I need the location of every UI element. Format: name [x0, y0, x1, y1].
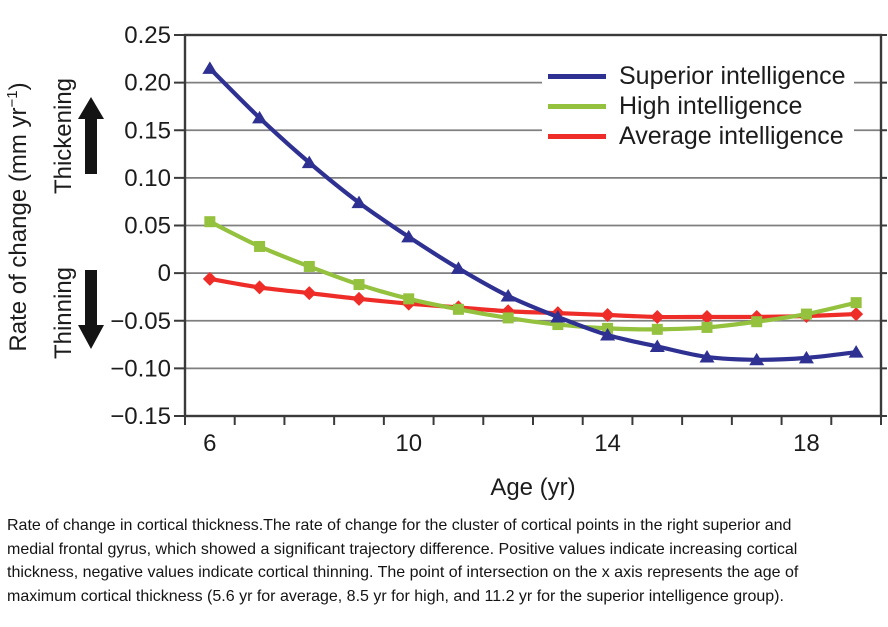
marker-square-high [204, 216, 216, 228]
cortical-thickness-chart: 0.25 0.20 0.15 0.10 0.05 0 −0.05 −0.10 −0.15 6 10 1… [110, 22, 887, 457]
marker-square-high [502, 312, 514, 324]
caption-line: Rate of change in cortical thickness.The… [7, 517, 792, 534]
y-tick-label: 0 [158, 260, 171, 287]
marker-triangle-superior [252, 110, 268, 124]
y-tick-label: −0.15 [110, 403, 171, 430]
y-tick-label: 0.15 [124, 117, 171, 144]
marker-triangle-superior [401, 229, 417, 243]
thickening-arrow-icon [78, 97, 104, 174]
arrow-down-shaft [85, 270, 97, 325]
marker-diamond-average [252, 280, 267, 295]
marker-diamond-average [700, 309, 714, 324]
marker-diamond-average [849, 307, 864, 322]
legend-item-high: High intelligence [542, 91, 854, 121]
thickening-label: Thickening [50, 77, 77, 195]
y-tick-label: 0.10 [124, 165, 171, 192]
legend-line-sample-high [548, 103, 606, 109]
marker-square-high [403, 293, 415, 305]
x-tick-label: 10 [395, 430, 422, 457]
y-axis-title: Rate of change (mm yr−1) [4, 67, 32, 367]
arrow-up-shaft [85, 119, 97, 174]
marker-square-high [701, 321, 713, 333]
marker-triangle-superior [848, 345, 864, 358]
figure-caption: Rate of change in cortical thickness.The… [7, 514, 887, 609]
arrow-down-head [78, 325, 104, 349]
marker-diamond-average [650, 309, 665, 324]
y-tick-label: −0.10 [110, 355, 171, 382]
marker-triangle-superior [450, 261, 466, 274]
legend: Superior intelligence High intelligence … [542, 61, 854, 152]
marker-triangle-superior [798, 350, 814, 364]
marker-square-high [452, 303, 464, 315]
x-tick-label: 14 [594, 430, 621, 457]
legend-line-sample-superior [548, 73, 606, 79]
marker-triangle-superior [649, 339, 665, 352]
marker-square-high [800, 308, 812, 320]
marker-square-high [303, 260, 315, 272]
caption-line: thickness, negative values indicate cort… [7, 564, 799, 582]
legend-label: High intelligence [619, 91, 803, 120]
legend-item-superior: Superior intelligence [542, 61, 854, 91]
x-axis-title: Age (yr) [490, 474, 576, 501]
marker-triangle-superior [202, 61, 218, 74]
x-tick-label: 18 [793, 430, 820, 457]
thinning-label: Thinning [50, 266, 77, 360]
marker-square-high [552, 319, 564, 331]
series-line-average [207, 276, 859, 320]
marker-square-high [850, 297, 862, 309]
marker-diamond-average [302, 286, 317, 301]
arrow-up-head [78, 97, 104, 119]
legend-label: Superior intelligence [619, 61, 846, 90]
marker-triangle-superior [301, 155, 317, 169]
marker-triangle-superior [351, 195, 367, 209]
thinning-arrow-icon [78, 270, 104, 349]
marker-triangle-superior [500, 288, 516, 302]
legend-line-sample-average [548, 133, 606, 139]
marker-diamond-average [202, 271, 217, 286]
legend-item-average: Average intelligence [542, 121, 854, 151]
y-tick-label: −0.05 [110, 308, 171, 335]
y-tick-label: 0.05 [124, 213, 171, 240]
marker-diamond-average [352, 291, 366, 306]
marker-square-high [751, 316, 763, 328]
y-axis-title-text: Rate of change (mm yr [5, 107, 32, 352]
marker-square-high [353, 279, 365, 291]
y-axis-title-superscript: −1 [4, 90, 21, 108]
caption-line: medial frontal gyrus, which showed a sig… [7, 540, 798, 558]
marker-triangle-superior [749, 352, 765, 366]
legend-label: Average intelligence [619, 121, 844, 150]
y-axis-title-close: ) [5, 82, 32, 91]
y-tick-label: 0.20 [124, 70, 171, 97]
marker-diamond-average [600, 308, 615, 323]
marker-triangle-superior [550, 309, 566, 323]
marker-square-high [651, 323, 663, 335]
y-tick-label: 0.25 [124, 22, 171, 49]
caption-line: maximum cortical thickness (5.6 yr for a… [7, 588, 784, 606]
x-tick-label: 6 [203, 430, 216, 457]
marker-triangle-superior [600, 328, 616, 341]
marker-triangle-superior [699, 349, 715, 363]
marker-square-high [254, 240, 266, 252]
